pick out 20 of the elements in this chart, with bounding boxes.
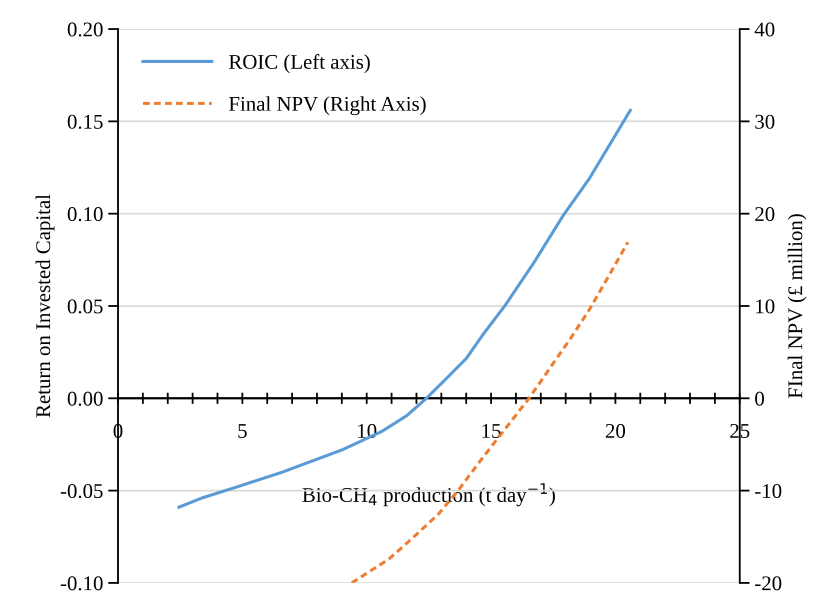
y2-axis-title: FInal NPV (£ million) xyxy=(788,214,807,398)
x-tick-label: 20 xyxy=(606,424,626,438)
y2-tick-label: -20 xyxy=(755,576,782,590)
y-tick-label: 0.10 xyxy=(68,207,103,222)
y-tick-label: 0.00 xyxy=(68,392,103,406)
y-tick-label: -0.10 xyxy=(60,576,103,590)
y-tick-label: -0.05 xyxy=(60,484,103,498)
y2-tick-label: 40 xyxy=(754,22,774,36)
x-tick-label: 5 xyxy=(238,424,247,438)
legend-label: ROIC (Left axis) xyxy=(229,54,370,74)
y-tick-label: 0.15 xyxy=(68,114,103,129)
y2-tick-label: 0 xyxy=(755,392,764,406)
y2-tick-label: -10 xyxy=(755,484,782,498)
y2-tick-label: 30 xyxy=(755,114,774,129)
y-tick-label: 0.20 xyxy=(68,22,103,37)
y-axis-title: Return on Invested Capital xyxy=(36,194,54,418)
y2-tick-label: 20 xyxy=(755,207,774,222)
legend-label: Final NPV (Right Axis) xyxy=(229,96,426,116)
y2-tick-label: 10 xyxy=(756,299,774,314)
y-tick-label: 0.05 xyxy=(68,299,103,314)
